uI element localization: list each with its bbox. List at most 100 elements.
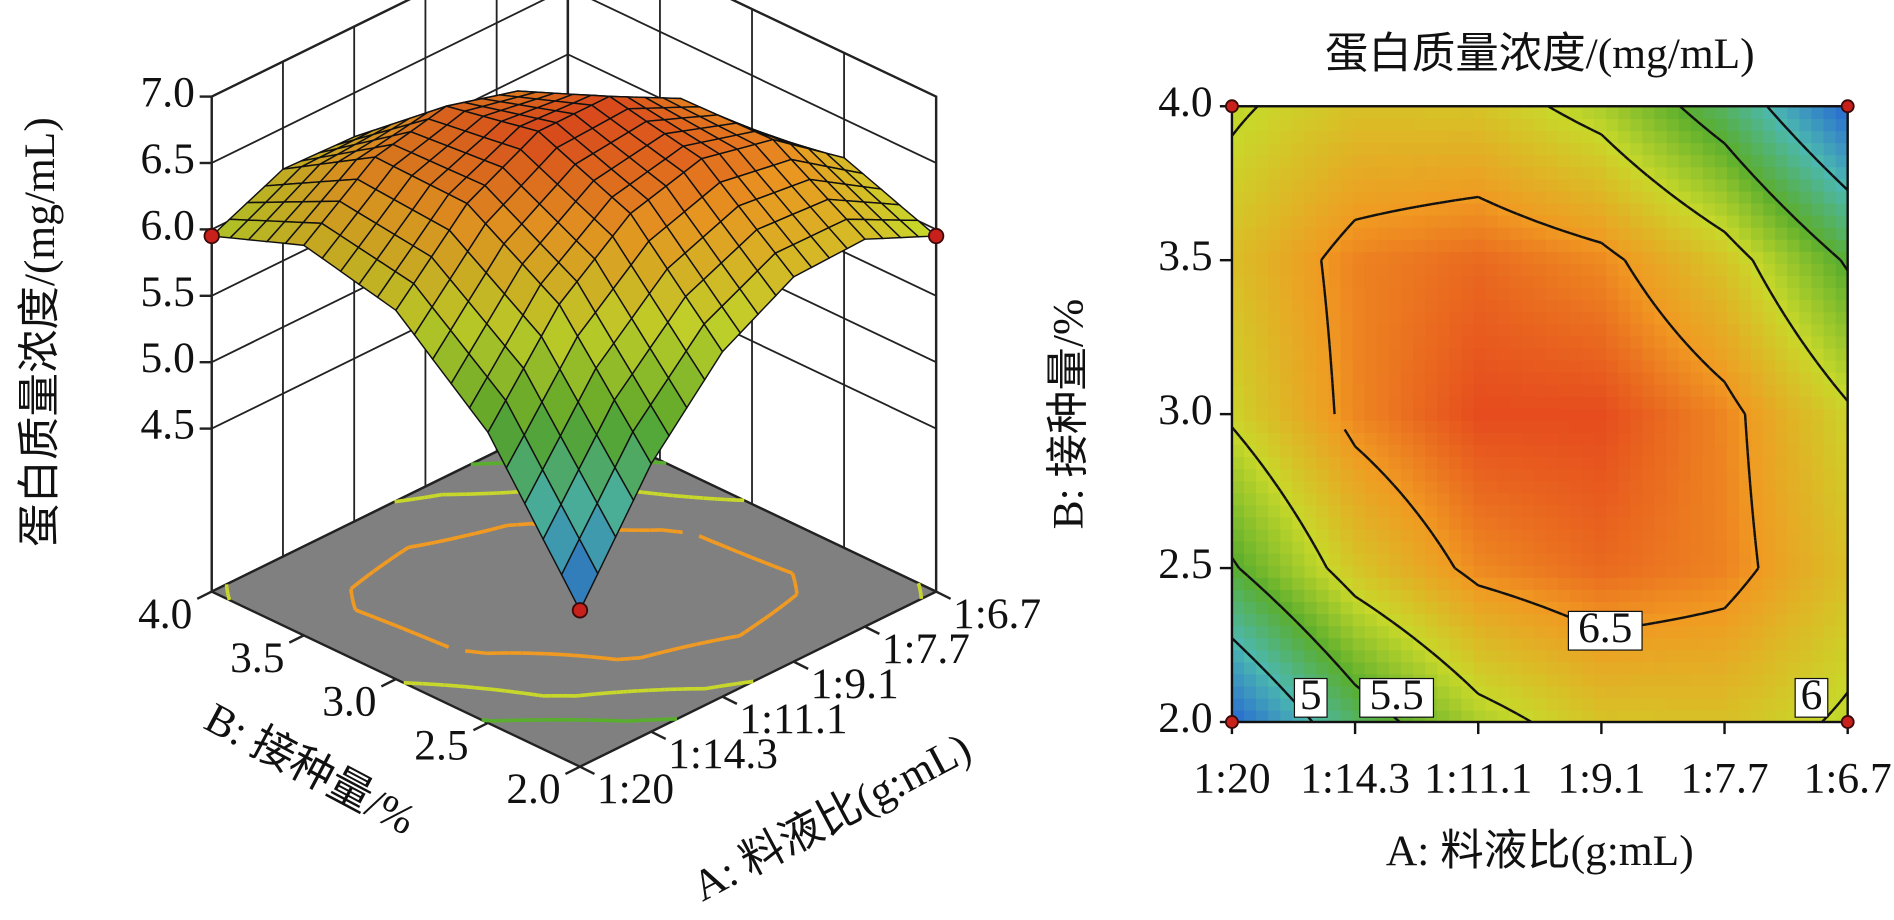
heat-cell [1244, 275, 1257, 289]
heat-cell [1606, 709, 1620, 723]
heat-cell [1678, 432, 1692, 446]
heat-cell [1763, 577, 1776, 590]
heat-cell [1304, 263, 1318, 276]
heat-cell [1256, 214, 1269, 228]
heat-cell [1292, 166, 1306, 180]
heat-cell [1497, 299, 1511, 313]
contour-line [1402, 628, 1410, 636]
heat-cell [1690, 311, 1704, 325]
heat-cell [1304, 565, 1318, 578]
heat-cell [1316, 625, 1330, 639]
heat-cell [1799, 166, 1813, 180]
heat-cell [1751, 190, 1764, 204]
contour-line [1323, 290, 1327, 299]
heat-cell [1666, 383, 1680, 397]
heat-cell [1678, 251, 1692, 264]
heat-cell [1364, 577, 1378, 590]
contour-line [1531, 601, 1541, 607]
heat-cell [1340, 697, 1354, 711]
heat-cell [1268, 504, 1281, 518]
heat-cell [1678, 697, 1692, 711]
heat-cell [1690, 697, 1704, 711]
heat-cell [1268, 311, 1281, 325]
heat-cell [1256, 709, 1269, 723]
heat-cell [1726, 190, 1740, 204]
contour-line [1251, 451, 1256, 457]
heat-cell [1630, 383, 1644, 397]
contour-line [1738, 159, 1741, 162]
heat-cell [1413, 396, 1426, 409]
heat-cell [1702, 323, 1716, 337]
heat-cell [1545, 577, 1559, 590]
heat-cell [1569, 142, 1583, 156]
surface-patch [560, 537, 599, 612]
heat-cell [1835, 552, 1849, 566]
heat-cell [1280, 371, 1294, 385]
heat-cell [1437, 275, 1450, 289]
heat-cell [1376, 408, 1390, 421]
contour-line [1692, 117, 1699, 123]
contour-line [1603, 136, 1610, 143]
heat-cell [1473, 468, 1487, 482]
heat-cell [1521, 323, 1535, 337]
heat-cell [1690, 685, 1704, 699]
heat-cell [1521, 540, 1535, 554]
z-tick-label: 6.5 [140, 135, 194, 183]
heat-cell [1594, 311, 1607, 325]
heat-cell [1678, 190, 1692, 204]
heat-cell [1630, 577, 1644, 590]
heat-cell [1509, 420, 1523, 433]
heat-cell [1787, 420, 1801, 433]
heat-cell [1449, 323, 1463, 337]
heat-cell [1630, 311, 1644, 325]
heat-cell [1751, 480, 1764, 494]
heat-cell [1388, 637, 1402, 651]
heat-cell [1425, 577, 1438, 590]
heat-cell [1388, 504, 1402, 518]
contour-line [1785, 208, 1792, 215]
heat-cell [1582, 311, 1595, 325]
heat-cell [1557, 456, 1571, 470]
heat-cell [1400, 251, 1414, 264]
x-tick-label: 1:7.7 [1680, 754, 1768, 802]
heat-cell [1811, 251, 1825, 264]
heat-cell [1388, 214, 1402, 228]
heat-cell [1678, 661, 1692, 675]
heat-cell [1726, 251, 1740, 264]
heat-cell [1437, 589, 1450, 602]
heat-cell [1714, 456, 1728, 470]
heat-cell [1582, 178, 1595, 192]
heat-cell [1509, 263, 1523, 276]
heat-cell [1606, 251, 1620, 264]
heat-cell [1280, 589, 1294, 602]
heat-cell [1413, 335, 1426, 349]
heat-cell [1256, 142, 1269, 156]
heat-cell [1557, 697, 1571, 711]
heat-cell [1473, 420, 1487, 433]
x-axis-title: A: 料液比(g:mL) [1386, 827, 1694, 875]
heat-cell [1509, 299, 1523, 313]
contour-line [1333, 574, 1341, 582]
heat-cell [1388, 444, 1402, 458]
heat-cell [1521, 637, 1535, 651]
heat-cell [1714, 432, 1728, 446]
contour-line [1547, 224, 1556, 230]
heat-cell [1497, 359, 1511, 373]
heat-cell [1666, 239, 1680, 252]
heat-cell [1521, 251, 1535, 264]
heat-cell [1594, 202, 1607, 216]
heat-cell [1292, 577, 1306, 590]
heat-cell [1557, 661, 1571, 675]
heat-cell [1775, 130, 1789, 144]
heat-cell [1509, 444, 1523, 458]
heat-cell [1739, 432, 1752, 446]
heat-cell [1413, 287, 1426, 301]
heat-cell [1316, 359, 1330, 373]
heat-cell [1654, 649, 1668, 663]
heat-cell [1485, 202, 1499, 216]
heat-cell [1533, 323, 1547, 337]
heat-cell [1231, 444, 1245, 458]
heat-cell [1606, 577, 1620, 590]
heat-cell [1485, 226, 1499, 240]
heat-cell [1316, 504, 1330, 518]
